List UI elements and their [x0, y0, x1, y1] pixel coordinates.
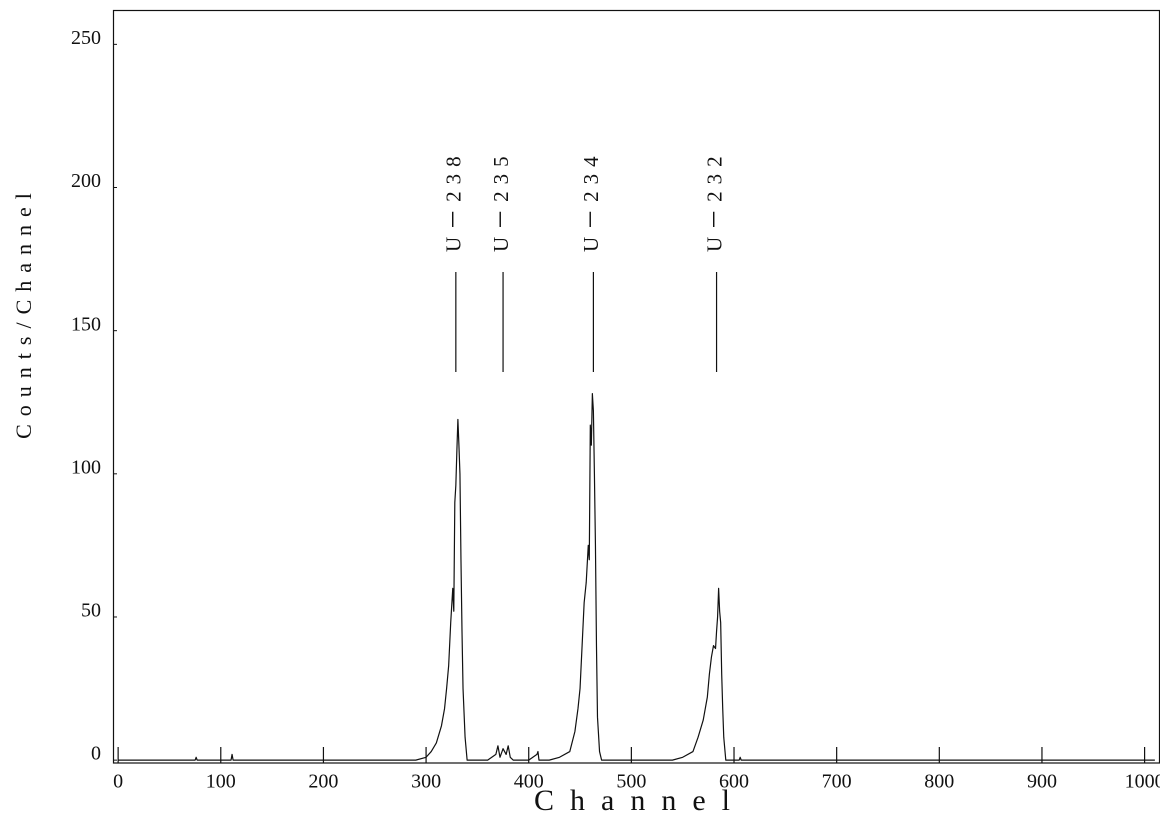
y-tick-label: 250: [71, 27, 101, 49]
x-axis-title: Channel: [534, 784, 746, 817]
x-tick-label: 800: [924, 771, 954, 793]
x-tick-label: 200: [308, 771, 338, 793]
x-tick-label: 600: [719, 771, 749, 793]
x-tick-label: 700: [822, 771, 852, 793]
x-tick-label: 900: [1027, 771, 1057, 793]
x-tick-label: 1000: [1125, 771, 1160, 793]
y-tick-label: 100: [71, 456, 101, 478]
annotation-label: U－238: [442, 149, 466, 252]
y-tick-label: 0: [91, 743, 101, 765]
annotation-label: U－232: [702, 149, 726, 252]
x-tick-label: 500: [616, 771, 646, 793]
y-tick-label: 200: [71, 170, 101, 192]
y-tick-label: 150: [71, 313, 101, 335]
x-tick-label: 100: [206, 771, 236, 793]
plot-frame: [112, 9, 1160, 764]
annotation-label: U－235: [489, 149, 513, 252]
y-tick-label: 50: [81, 600, 101, 622]
y-axis-title: Counts/Channel: [11, 185, 36, 439]
x-tick-label: 300: [411, 771, 441, 793]
annotation-label: U－234: [579, 149, 603, 252]
x-tick-label: 0: [113, 771, 123, 793]
spectrum-line: [118, 393, 1155, 761]
x-tick-label: 400: [514, 771, 544, 793]
